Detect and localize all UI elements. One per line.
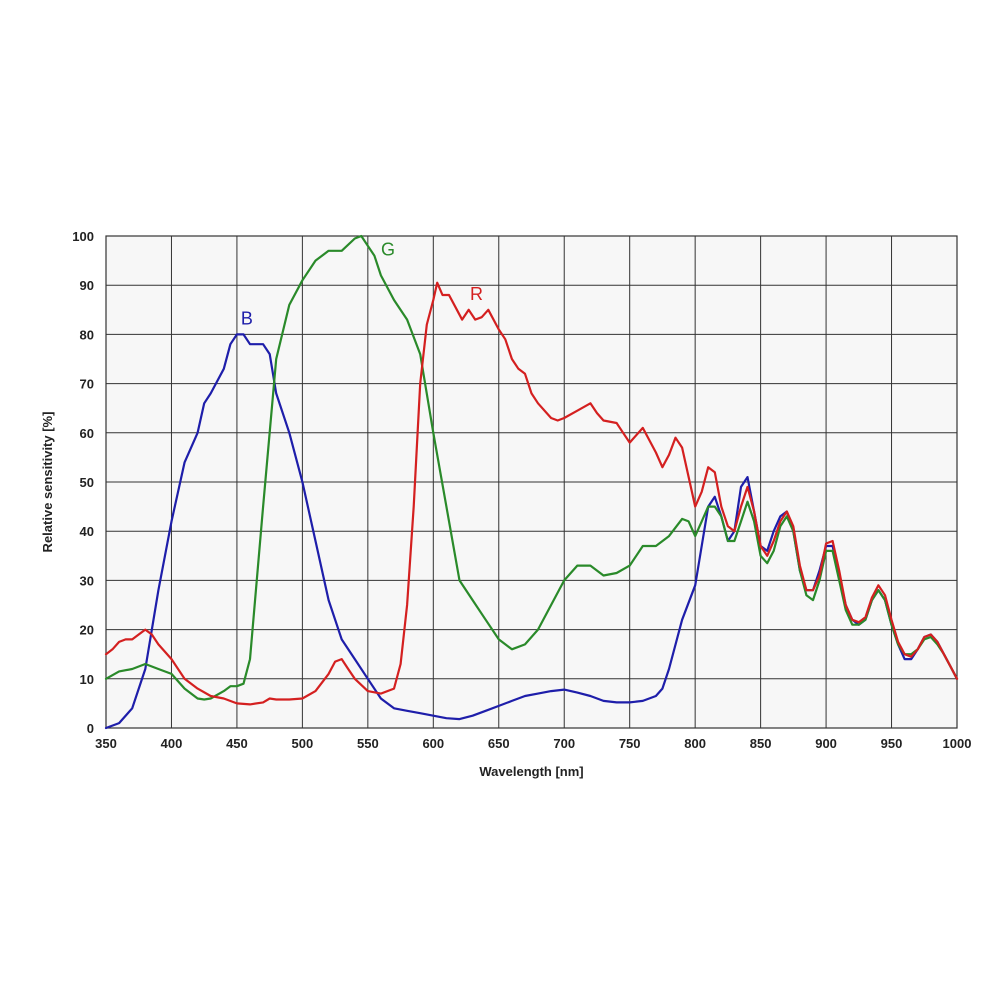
y-tick-label: 60 [80, 426, 94, 441]
x-tick-label: 350 [95, 736, 117, 751]
y-tick-label: 20 [80, 623, 94, 638]
y-tick-label: 0 [87, 721, 94, 736]
x-axis-title: Wavelength [nm] [479, 764, 583, 779]
x-tick-label: 550 [357, 736, 379, 751]
series-lines [104, 234, 959, 730]
y-tick-label: 70 [80, 377, 94, 392]
y-tick-label: 80 [80, 327, 94, 342]
x-tick-label: 600 [422, 736, 444, 751]
series-label-b: B [241, 309, 253, 329]
y-tick-label: 40 [80, 524, 94, 539]
x-tick-label: 950 [881, 736, 903, 751]
x-tick-label: 800 [684, 736, 706, 751]
y-axis-tick-labels: 0 10 20 30 40 50 60 70 80 90 100 [72, 229, 94, 736]
series-line-r [104, 281, 959, 706]
y-tick-label: 90 [80, 278, 94, 293]
y-tick-label: 100 [72, 229, 94, 244]
x-tick-label: 900 [815, 736, 837, 751]
y-axis-title: Relative sensitivity [%] [40, 412, 55, 553]
y-tick-label: 30 [80, 573, 94, 588]
x-tick-label: 750 [619, 736, 641, 751]
x-tick-label: 450 [226, 736, 248, 751]
x-tick-label: 700 [553, 736, 575, 751]
x-tick-label: 850 [750, 736, 772, 751]
series-label-r: R [470, 284, 483, 304]
x-tick-label: 500 [292, 736, 314, 751]
series-labels: B G R [241, 240, 483, 329]
y-tick-label: 50 [80, 475, 94, 490]
series-line-g [104, 234, 959, 701]
horizontal-gridlines [106, 235, 957, 729]
x-tick-label: 1000 [943, 736, 972, 751]
x-tick-label: 650 [488, 736, 510, 751]
x-axis-tick-labels: 350 400 450 500 550 600 650 700 750 800 850 900 950 1… [95, 736, 971, 751]
x-tick-label: 400 [161, 736, 183, 751]
y-tick-label: 10 [80, 672, 94, 687]
series-label-g: G [381, 240, 395, 260]
